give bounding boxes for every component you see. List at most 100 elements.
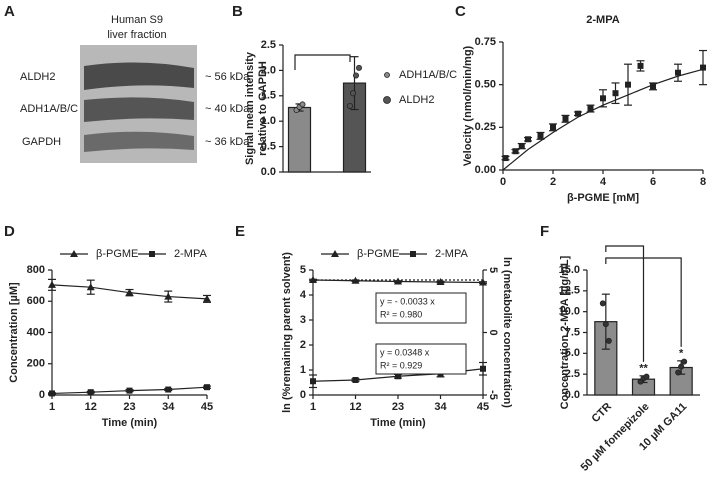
x-tick-label: 2 bbox=[550, 176, 556, 188]
blot-band bbox=[84, 131, 194, 152]
y-axis-label: Concentration 2-MPA [µg/mL] bbox=[559, 255, 571, 409]
data-point bbox=[346, 102, 353, 109]
significance-label: ** bbox=[639, 363, 648, 375]
marker bbox=[575, 110, 581, 117]
blot-panel: A Human S9 liver fraction ALDH2 ADH1A/B/… bbox=[4, 3, 250, 163]
data-point bbox=[602, 321, 609, 328]
marker bbox=[502, 155, 509, 162]
y2-tick-label: -5 bbox=[487, 390, 499, 400]
x-tick-label: 1 bbox=[310, 401, 316, 413]
marker bbox=[394, 277, 402, 285]
marker bbox=[436, 278, 445, 285]
marker bbox=[537, 132, 544, 139]
legend-marker bbox=[383, 96, 391, 104]
y-tick-label: 0 bbox=[300, 389, 306, 401]
x-tick-label: 0 bbox=[500, 176, 506, 188]
data-point bbox=[299, 101, 306, 108]
x-tick-label: 34 bbox=[162, 401, 175, 413]
x-tick-label: 1 bbox=[49, 401, 55, 413]
y-tick-label: 1.5 bbox=[261, 90, 276, 102]
y-axis-label: Signal mean intensity bbox=[244, 51, 256, 165]
marker bbox=[125, 288, 134, 296]
data-point bbox=[675, 369, 682, 376]
significance-label: * bbox=[679, 348, 684, 360]
marker bbox=[395, 373, 401, 380]
x-tick-label: 23 bbox=[392, 401, 404, 413]
panel-letter: C bbox=[455, 3, 466, 20]
significance-bracket bbox=[294, 54, 351, 70]
blot-band bbox=[84, 97, 194, 122]
y-tick-label: 0.0 bbox=[565, 389, 580, 401]
y-tick-label: 2 bbox=[300, 339, 306, 351]
marker bbox=[48, 280, 56, 288]
marker bbox=[480, 365, 486, 372]
marker bbox=[562, 115, 569, 122]
legend-label: β-PGME bbox=[96, 248, 138, 260]
chart-title: 2-MPA bbox=[586, 14, 619, 26]
y-tick-label: 0.5 bbox=[261, 141, 276, 153]
data-point bbox=[599, 300, 606, 307]
legend-marker bbox=[149, 251, 155, 257]
band-size: ~ 36 kDa bbox=[205, 136, 250, 148]
annotation-box bbox=[375, 292, 467, 324]
y-tick-label: 7.5 bbox=[565, 326, 580, 338]
marker bbox=[518, 143, 525, 150]
y-axis-label: Velocity (nmol/min/mg) bbox=[462, 45, 474, 166]
blot-caption: liver fraction bbox=[107, 29, 166, 41]
legend-label: ADH1A/B/C bbox=[399, 69, 457, 81]
y-axis-label: relative to GAPDH bbox=[257, 61, 269, 156]
blot-band bbox=[84, 62, 194, 90]
legend-label: 2-MPA bbox=[174, 248, 207, 260]
marker bbox=[87, 389, 94, 396]
data-point bbox=[643, 373, 650, 380]
y-tick-label: 1 bbox=[300, 364, 306, 376]
legend-marker bbox=[410, 251, 416, 257]
marker bbox=[625, 81, 631, 88]
y2-tick-label: 5 bbox=[487, 267, 499, 273]
x-tick-label: 23 bbox=[123, 401, 135, 413]
annotation: y = 0.0348 x bbox=[380, 347, 430, 357]
x-tick-label: 4 bbox=[600, 176, 607, 188]
y-tick-label: 2.5 bbox=[565, 368, 580, 380]
x-tick-label: 12 bbox=[349, 401, 361, 413]
x-axis-label: Time (min) bbox=[370, 417, 426, 429]
legend-label: ALDH2 bbox=[399, 94, 434, 106]
data-point bbox=[349, 90, 356, 97]
marker bbox=[637, 62, 644, 69]
marker bbox=[351, 276, 360, 284]
marker bbox=[164, 292, 173, 300]
y-tick-label: 2.0 bbox=[261, 64, 276, 76]
x-tick-label: 8 bbox=[700, 176, 706, 188]
x-axis-label: β-PGME [mM] bbox=[567, 192, 639, 204]
legend-label: β-PGME bbox=[357, 248, 399, 260]
y-tick-label: 800 bbox=[27, 264, 45, 276]
y-tick-label: 0.75 bbox=[475, 36, 496, 48]
blot-caption: Human S9 bbox=[111, 14, 163, 26]
x-tick-label: 45 bbox=[201, 401, 213, 413]
x-axis-label: Time (min) bbox=[102, 417, 158, 429]
annotation-box bbox=[375, 343, 467, 375]
significance-bracket bbox=[605, 257, 682, 347]
y-tick-label: 5.0 bbox=[565, 347, 580, 359]
panel-letter: D bbox=[4, 223, 15, 240]
y-tick-label: 0.00 bbox=[475, 164, 496, 176]
y-tick-label: 4 bbox=[300, 289, 307, 301]
marker bbox=[700, 64, 706, 71]
y-tick-label: 0.25 bbox=[475, 121, 496, 133]
x-tick-label: 34 bbox=[434, 401, 447, 413]
marker bbox=[525, 136, 531, 143]
band-size: ~ 56 kDa bbox=[205, 71, 250, 83]
y-tick-label: 0 bbox=[39, 389, 45, 401]
y-tick-label: 3 bbox=[300, 314, 306, 326]
marker bbox=[512, 148, 519, 155]
y-tick-label: 10.0 bbox=[559, 306, 580, 318]
band-name: GAPDH bbox=[22, 136, 61, 148]
y-tick-label: 15.0 bbox=[559, 264, 580, 276]
marker bbox=[612, 90, 619, 97]
panel-letter: A bbox=[4, 3, 15, 20]
y-tick-label: 0.0 bbox=[261, 166, 276, 178]
marker bbox=[86, 283, 95, 291]
data-point bbox=[678, 363, 685, 370]
y-tick-label: 5 bbox=[300, 264, 306, 276]
